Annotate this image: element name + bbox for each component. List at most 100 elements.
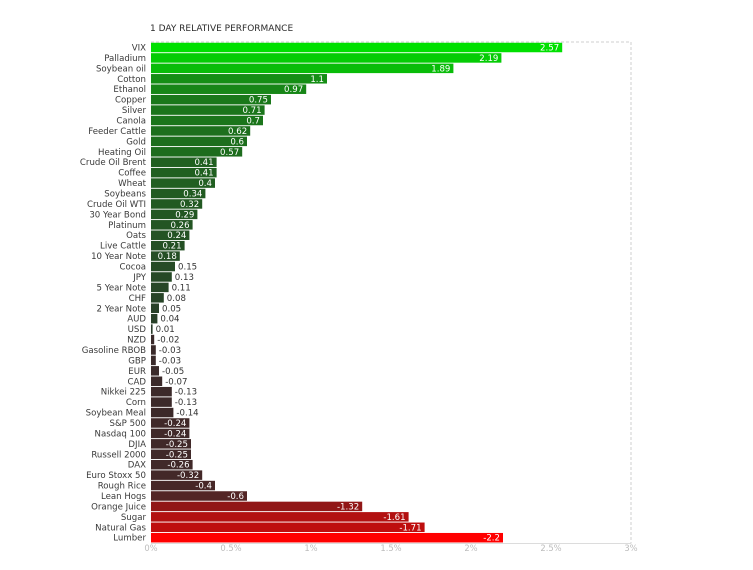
bar-row-oats: Oats 0.24 [126,230,190,241]
value-label: -0.25 [166,440,188,450]
category-label: 2 Year Note [97,304,146,314]
bar [151,522,425,533]
bar-row-russell-2000: Russell 2000 -0.25 [91,449,191,460]
bar-row-palladium: Palladium 2.19 [104,53,502,64]
bar-row-chf: CHF 0.08 [129,293,186,304]
value-label: -1.61 [383,513,405,523]
bar-row-heating-oil: Heating Oil 0.57 [98,147,243,158]
bar-row-coffee: Coffee 0.41 [118,167,217,179]
value-label: 0.08 [167,294,186,304]
bar-row-rough-rice: Rough Rice -0.4 [98,480,215,492]
value-label: 0.32 [180,200,199,210]
x-tick-label: 2% [464,543,477,553]
bar [151,386,172,397]
value-label: 0.71 [242,106,261,116]
value-label: 0.29 [175,210,194,220]
chart-grid [151,41,632,544]
bar [151,209,198,220]
value-label: -1.71 [399,523,421,533]
bar [151,74,327,84]
value-label: -0.32 [177,471,199,481]
category-label: Ethanol [113,85,146,95]
category-label: GBP [128,356,146,366]
bar-row-aud: AUD 0.04 [127,313,180,325]
category-label: Live Cattle [100,242,146,252]
bar-row-10-year-note: 10 Year Note 0.18 [91,251,180,262]
bar-row-djia: DJIA -0.25 [128,439,191,450]
bar-row-vix: VIX 2.57 [132,42,563,54]
bar-row-cotton: Cotton 1.1 [117,74,327,85]
x-tick-label: 3% [624,543,637,553]
x-tick-label: 2.5% [540,543,561,553]
value-label: -0.13 [175,388,197,398]
bar-row-canola: Canola 0.7 [116,115,263,127]
bar [151,230,190,240]
value-label: -0.13 [175,398,197,408]
category-label: Cocoa [119,263,146,273]
bar-row-sugar: Sugar -1.61 [121,512,409,523]
bar [151,407,174,418]
category-label: 10 Year Note [91,252,146,262]
value-label: 0.01 [156,325,175,335]
value-label: 0.15 [178,263,197,273]
value-label: -0.05 [162,367,184,377]
category-label: Copper [115,96,146,106]
category-label: Nasdaq 100 [95,429,146,439]
category-label: Gold [126,137,146,147]
value-label: 1.89 [431,64,450,74]
category-label: Cotton [117,75,146,85]
value-label: -0.24 [164,419,186,429]
bar [151,459,193,470]
value-label: 2.57 [540,44,559,54]
category-label: 30 Year Bond [89,210,146,220]
bar-row-sandp-500: S&P 500 -0.24 [110,418,190,429]
value-label: 0.4 [198,179,212,189]
bar-row-feeder-cattle: Feeder Cattle 0.62 [88,126,251,137]
bar-row-gold: Gold 0.6 [126,136,247,147]
bar [151,115,263,126]
bar [151,418,190,428]
bar [151,501,363,512]
value-label: 0.11 [172,283,191,293]
bar [151,261,175,272]
category-label: Corn [126,398,146,408]
category-label: Canola [116,117,146,127]
category-label: NZD [127,336,146,346]
category-label: Feeder Cattle [88,127,146,137]
bar-row-gasoline-rbob: Gasoline RBOB -0.03 [82,345,181,356]
value-label: -0.07 [165,377,187,387]
category-label: Heating Oil [98,148,146,158]
bar [151,105,265,115]
category-label: Coffee [118,169,146,179]
bar-row-lumber: Lumber -2.2 [113,532,503,544]
value-label: -0.03 [159,346,181,356]
x-axis-ticks: 0% 0.5% 1% 1.5% 2% 2.5% 3% [144,543,637,553]
bar-row-wheat: Wheat 0.4 [118,178,215,189]
value-label: -2.2 [483,534,500,544]
x-tick-label: 0.5% [220,543,241,553]
bar-row-cad: CAD -0.07 [128,376,187,387]
bar [151,178,215,188]
value-label: 0.21 [162,242,181,252]
category-label: Natural Gas [95,523,146,533]
value-label: 0.57 [220,148,239,158]
bar [151,345,156,355]
bar-row-orange-juice: Orange Juice -1.32 [91,501,363,512]
bar-row-nikkei-225: Nikkei 225 -0.13 [101,386,197,398]
value-label: 0.18 [158,252,177,262]
value-label: -0.24 [164,429,186,439]
value-label: -0.26 [167,461,189,471]
bar [151,136,247,147]
category-label: Sugar [121,513,147,523]
bar-row-usd: USD 0.01 [128,324,175,335]
bar-row-eur: EUR -0.05 [128,366,184,377]
bar-row-2-year-note: 2 Year Note 0.05 [97,303,181,314]
bar [151,188,206,199]
bar-row-crude-oil-brent: Crude Oil Brent 0.41 [80,157,217,168]
category-label: Soybeans [104,190,146,200]
bar [151,480,215,491]
bar [151,470,203,480]
category-label: EUR [128,367,146,377]
category-label: Soybean oil [96,64,146,74]
value-label: 0.24 [167,231,186,241]
